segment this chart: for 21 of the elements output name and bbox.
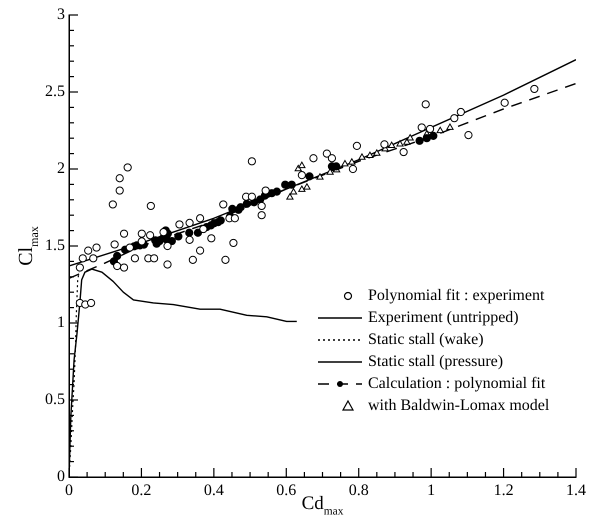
legend-label: Static stall (pressure) [368, 353, 504, 370]
x-tick-label: 0.2 [131, 482, 152, 499]
x-tick-label: 1 [427, 482, 436, 499]
y-axis-title: Clmax [15, 226, 41, 266]
x-tick-label: 0.4 [204, 482, 224, 499]
legend-label: Static stall (wake) [368, 331, 484, 348]
y-tick-label: 1.5 [45, 237, 65, 254]
legend-label: Experiment (untripped) [368, 309, 519, 326]
y-tick-label: 2 [57, 160, 65, 178]
x-tick-label: 1.2 [494, 482, 514, 499]
y-tick-label: 3 [57, 6, 65, 24]
y-tick-label: 0 [57, 468, 65, 486]
x-tick-label: 0.6 [276, 482, 296, 499]
y-tick-label: 0.5 [45, 391, 65, 408]
x-tick-label: 0.8 [348, 482, 369, 499]
x-tick-label: 1.4 [566, 482, 586, 499]
legend-label: with Baldwin-Lomax model [368, 397, 550, 414]
legend-label: Calculation : polynomial fit [368, 375, 546, 392]
legend-label: Polynomial fit : experiment [368, 287, 545, 304]
y-tick-label: 1 [57, 314, 65, 332]
y-tick-label: 2.5 [45, 83, 65, 100]
